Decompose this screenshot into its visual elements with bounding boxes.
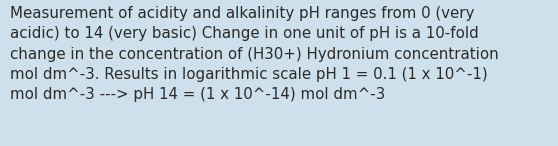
Text: Measurement of acidity and alkalinity pH ranges from 0 (very
acidic) to 14 (very: Measurement of acidity and alkalinity pH… bbox=[10, 6, 499, 102]
